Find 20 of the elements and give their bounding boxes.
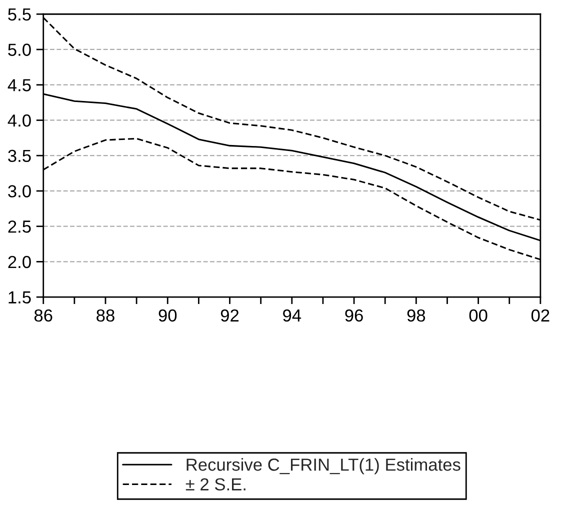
- legend-label: Recursive C_FRIN_LT(1) Estimates: [186, 458, 460, 474]
- x-tick-label: 00: [469, 309, 488, 322]
- x-tick-label: 90: [158, 309, 177, 322]
- y-tick-label: 2.5: [8, 220, 31, 233]
- y-tick-label: 2.0: [8, 256, 31, 268]
- y-tick-label: 4.5: [8, 79, 31, 92]
- y-tick-label: 5.0: [8, 44, 31, 56]
- x-tick-label: 88: [96, 309, 114, 322]
- x-tick-label: 96: [345, 309, 363, 322]
- x-tick-label: 98: [407, 309, 426, 322]
- x-tick-label: 02: [531, 309, 550, 322]
- y-tick-label: 3.0: [8, 185, 31, 198]
- x-tick-label: 86: [34, 309, 52, 322]
- x-tick-label: 94: [283, 309, 302, 322]
- y-tick-label: 5.5: [8, 8, 31, 21]
- y-tick-label: 3.5: [8, 150, 31, 162]
- x-tick-label: 92: [220, 309, 239, 322]
- y-tick-label: 4.0: [8, 114, 31, 127]
- y-tick-label: 1.5: [8, 291, 31, 304]
- legend-label: ± 2 S.E.: [186, 478, 246, 490]
